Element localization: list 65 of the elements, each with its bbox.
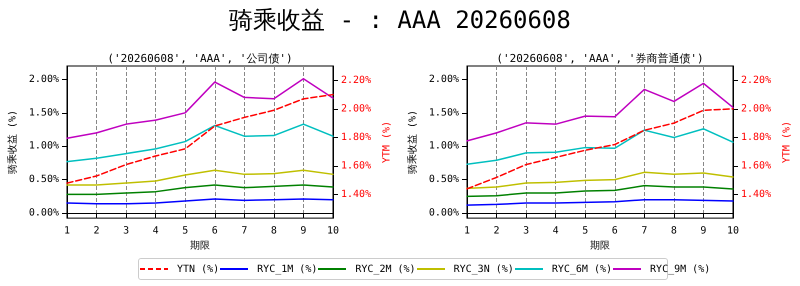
x-tick-label: 4 xyxy=(152,226,159,237)
line-series xyxy=(466,108,734,190)
x-tick-label: 3 xyxy=(123,226,130,237)
legend-label: RYC_9M (%) xyxy=(650,264,710,274)
x-tick-label: 5 xyxy=(182,226,188,237)
y2-axis-title: YTM (%) xyxy=(782,120,792,164)
x-tick-label: 7 xyxy=(241,226,248,237)
y-tick-label: 1.50% xyxy=(428,107,460,118)
line-series xyxy=(66,123,334,162)
x-tick-label: 1 xyxy=(464,226,470,237)
y-axis-title: 骑乘收益 (%) xyxy=(406,110,418,174)
x-tick-label: 1 xyxy=(64,226,70,237)
x-tick-label: 10 xyxy=(726,226,740,237)
legend-label: RYC_3N (%) xyxy=(454,264,514,274)
text: 骑乘收益 - : AAA 20260608 xyxy=(228,5,572,36)
legend-label: YTN (%) xyxy=(177,264,220,274)
y-axis-title: 骑乘收益 (%) xyxy=(6,110,18,174)
y2-tick-label: 2.00% xyxy=(340,103,372,114)
x-tick-label: 2 xyxy=(494,226,500,237)
line-series xyxy=(66,78,334,139)
y-tick-label: 1.00% xyxy=(428,140,460,152)
x-tick-label: 8 xyxy=(270,226,277,237)
y2-tick-label: 2.20% xyxy=(740,74,772,86)
y2-tick-label: 2.00% xyxy=(740,103,772,114)
x-tick-label: 9 xyxy=(300,226,306,237)
line-series xyxy=(66,184,334,196)
y2-tick-label: 1.80% xyxy=(340,132,372,143)
y2-tick-label: 1.40% xyxy=(740,189,772,200)
x-tick-label: 9 xyxy=(700,226,706,237)
x-tick-label: 8 xyxy=(670,226,677,237)
y2-tick-label: 2.20% xyxy=(340,74,372,86)
x-axis-title: 期限 xyxy=(190,240,210,252)
y-tick-label: 0.00% xyxy=(428,208,460,219)
y2-axis-title: YTM (%) xyxy=(382,120,392,164)
y-tick-label: 0.50% xyxy=(28,174,59,186)
legend-label: RYC_6M (%) xyxy=(552,264,612,274)
line-series xyxy=(466,184,734,198)
line-series xyxy=(466,128,734,166)
legend-label: RYC_1M (%) xyxy=(257,264,318,274)
y-tick-label: 1.00% xyxy=(28,140,59,152)
y-tick-label: 2.00% xyxy=(28,74,59,85)
y-tick-label: 2.00% xyxy=(428,74,460,85)
legend-label: RYC_2M (%) xyxy=(355,264,416,274)
x-tick-label: 5 xyxy=(582,226,588,237)
chart-subtitle: ('20260608', 'AAA', '公司债') xyxy=(107,52,293,65)
x-tick-label: 10 xyxy=(326,226,340,237)
y2-tick-label: 1.80% xyxy=(740,132,772,143)
line-series xyxy=(66,170,334,186)
x-axis-title: 期限 xyxy=(590,240,610,252)
x-tick-label: 2 xyxy=(94,226,100,237)
x-tick-label: 7 xyxy=(641,226,648,237)
y2-tick-label: 1.60% xyxy=(340,160,372,172)
y2-tick-label: 1.40% xyxy=(340,189,372,200)
line-series xyxy=(466,82,734,142)
y-tick-label: 1.50% xyxy=(28,107,59,118)
x-tick-label: 4 xyxy=(552,226,559,237)
y2-tick-label: 1.60% xyxy=(740,160,772,172)
line-series xyxy=(66,94,334,184)
x-tick-label: 6 xyxy=(212,226,218,237)
x-tick-label: 3 xyxy=(523,226,530,237)
y-tick-label: 0.50% xyxy=(428,174,460,186)
line-series xyxy=(466,172,734,190)
x-tick-label: 6 xyxy=(612,226,618,237)
y-tick-label: 0.00% xyxy=(28,208,59,219)
chart-subtitle: ('20260608', 'AAA', '券商普通债') xyxy=(496,52,704,65)
